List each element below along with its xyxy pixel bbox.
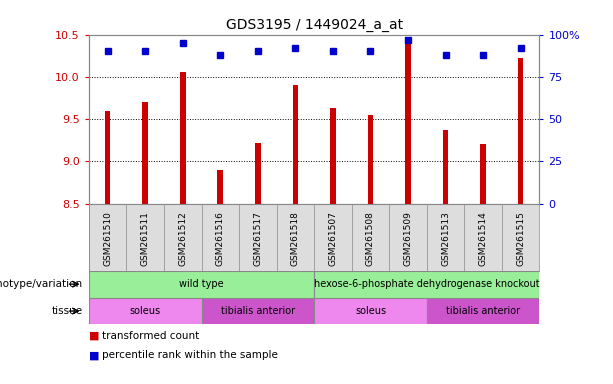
- Bar: [443, 130, 448, 204]
- Text: tibialis anterior: tibialis anterior: [221, 306, 295, 316]
- Text: tissue: tissue: [51, 306, 83, 316]
- Text: genotype/variation: genotype/variation: [0, 279, 83, 289]
- Text: soleus: soleus: [355, 306, 386, 316]
- Text: GSM261509: GSM261509: [403, 212, 413, 266]
- Bar: [481, 144, 486, 204]
- Bar: [89, 298, 202, 324]
- Text: soleus: soleus: [129, 306, 161, 316]
- Bar: [202, 298, 314, 324]
- Text: GSM261508: GSM261508: [366, 212, 375, 266]
- Bar: [142, 102, 148, 204]
- Title: GDS3195 / 1449024_a_at: GDS3195 / 1449024_a_at: [226, 18, 403, 32]
- Bar: [330, 108, 336, 204]
- Text: percentile rank within the sample: percentile rank within the sample: [102, 350, 278, 360]
- Text: GSM261510: GSM261510: [103, 212, 112, 266]
- Bar: [292, 85, 298, 204]
- Bar: [89, 271, 314, 298]
- Bar: [427, 298, 539, 324]
- Bar: [180, 72, 186, 204]
- Bar: [314, 271, 539, 298]
- Text: GSM261511: GSM261511: [141, 212, 150, 266]
- Bar: [218, 170, 223, 204]
- Text: ■: ■: [89, 350, 99, 360]
- Text: GSM261512: GSM261512: [178, 212, 187, 266]
- Text: tibialis anterior: tibialis anterior: [446, 306, 520, 316]
- Text: GSM261514: GSM261514: [479, 212, 487, 266]
- Text: ■: ■: [89, 331, 99, 341]
- Bar: [368, 115, 373, 204]
- Text: GSM261517: GSM261517: [253, 212, 262, 266]
- Bar: [255, 143, 261, 204]
- Bar: [105, 111, 110, 204]
- Text: GSM261515: GSM261515: [516, 212, 525, 266]
- Bar: [314, 298, 427, 324]
- Text: GSM261513: GSM261513: [441, 212, 450, 266]
- Bar: [405, 37, 411, 204]
- Text: wild type: wild type: [179, 279, 224, 289]
- Text: GSM261507: GSM261507: [329, 212, 337, 266]
- Text: transformed count: transformed count: [102, 331, 200, 341]
- Text: GSM261518: GSM261518: [291, 212, 300, 266]
- Text: GSM261516: GSM261516: [216, 212, 225, 266]
- Bar: [518, 58, 524, 204]
- Text: hexose-6-phosphate dehydrogenase knockout: hexose-6-phosphate dehydrogenase knockou…: [314, 279, 539, 289]
